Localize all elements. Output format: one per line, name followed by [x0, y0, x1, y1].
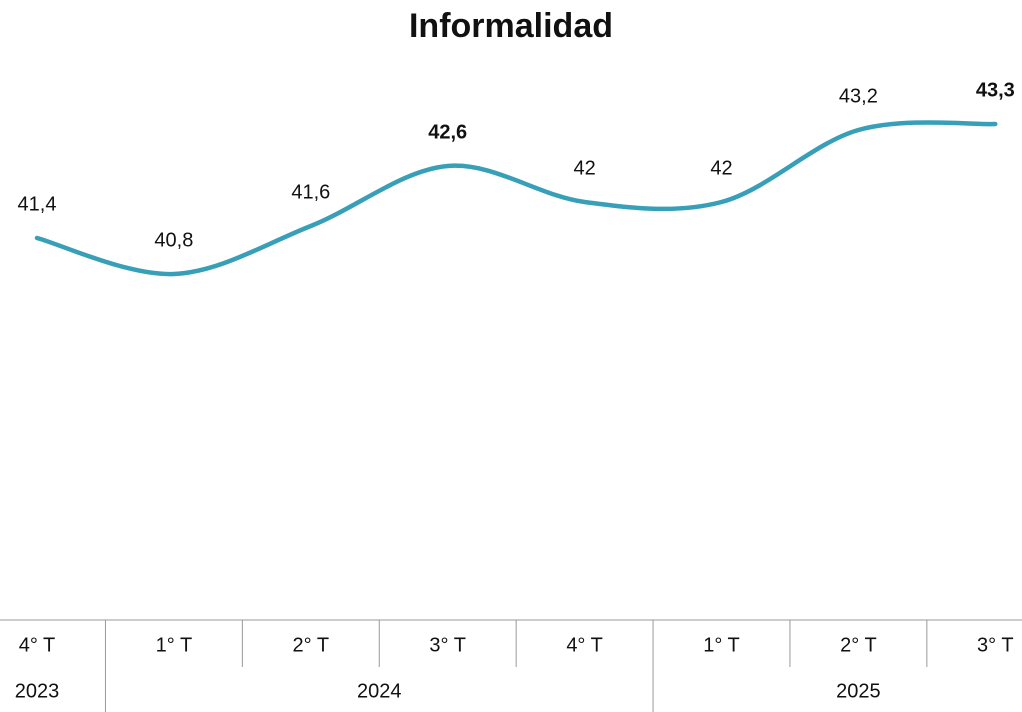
x-tick-label: 1° T: [156, 634, 193, 656]
data-label: 43,2: [839, 85, 878, 107]
x-tick-label: 3° T: [429, 634, 466, 656]
x-tick-label: 4° T: [566, 634, 603, 656]
data-label: 41,4: [18, 193, 57, 215]
data-label: 43,3: [976, 79, 1015, 101]
year-label: 2023: [15, 680, 60, 702]
x-tick-label: 2° T: [293, 634, 330, 656]
data-label: 42,6: [428, 121, 467, 143]
x-tick-label: 1° T: [703, 634, 740, 656]
data-label: 41,6: [291, 181, 330, 203]
x-tick-label: 4° T: [19, 634, 56, 656]
line: [34, 120, 998, 277]
data-label: 42: [710, 157, 732, 179]
year-label: 2025: [836, 680, 881, 702]
x-tick-label: 3° T: [977, 634, 1014, 656]
x-tick-label: 2° T: [840, 634, 877, 656]
data-label: 40,8: [154, 229, 193, 251]
year-label: 2024: [357, 680, 402, 702]
chart-title: Informalidad: [409, 7, 613, 45]
data-label: 42: [573, 157, 595, 179]
